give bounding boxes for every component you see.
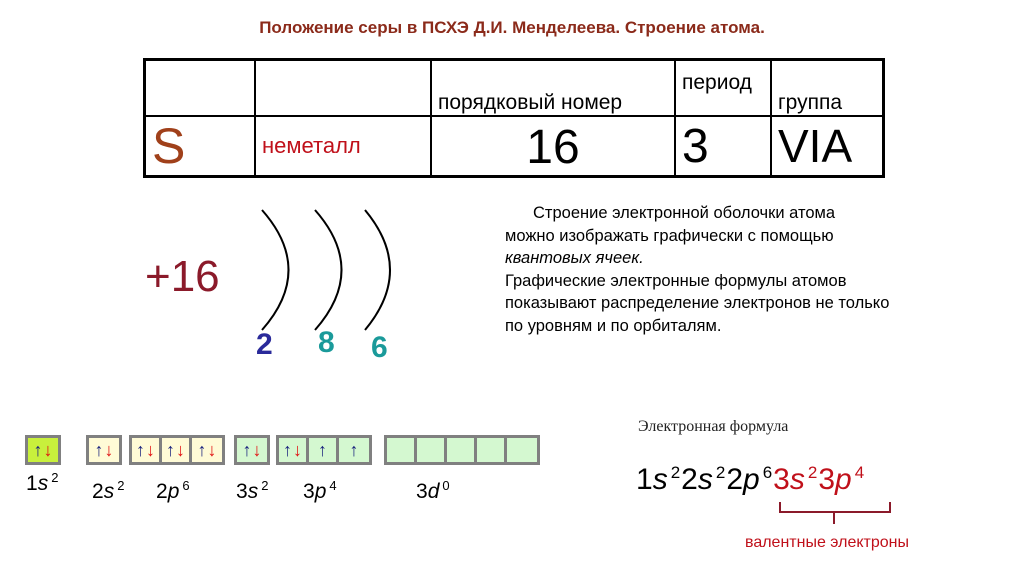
quantum-cell (417, 438, 447, 462)
spin-down-arrow-icon: ↓ (207, 440, 217, 460)
shell-arc-1 (261, 209, 290, 331)
element-info-table: порядковый номер период группа S неметал… (143, 58, 885, 178)
spin-down-arrow-icon: ↓ (146, 440, 155, 460)
atomic-number: 16 (430, 115, 676, 178)
element-symbol: S (143, 115, 256, 178)
quantum-cell: ↑ ↓ (162, 438, 192, 462)
header-cell (143, 58, 256, 117)
valence-bracket (779, 502, 891, 524)
quantum-cell: ↑ (309, 438, 339, 462)
quantum-cell: ↑ ↓ (237, 438, 267, 462)
spin-up-arrow-icon: ↑ (136, 440, 145, 460)
spin-up-arrow-icon: ↑ (283, 440, 292, 460)
orbital-group-2s: ↑ ↓ (86, 435, 122, 465)
header-atomic-number: порядковый номер (430, 58, 676, 117)
spin-up-arrow-icon: ↑ (318, 440, 327, 460)
quantum-cell: ↑ ↓ (89, 438, 119, 462)
quantum-cell (507, 438, 537, 462)
spin-up-arrow-icon: ↑ (33, 440, 43, 460)
spin-down-arrow-icon: ↓ (293, 440, 302, 460)
spin-down-arrow-icon: ↓ (104, 440, 114, 460)
orbital-group-2p: ↑ ↓ ↑ ↓ ↑ ↓ (129, 435, 225, 465)
quantum-cell: ↑ ↓ (279, 438, 309, 462)
spin-up-arrow-icon: ↑ (197, 440, 207, 460)
description-text: Строение электронной оболочки атома можн… (505, 202, 905, 337)
orbital-group-3d (384, 435, 540, 465)
description-part-1: Строение электронной оболочки атома можн… (505, 204, 836, 245)
shell-arc-2 (314, 209, 343, 331)
spin-up-arrow-icon: ↑ (242, 440, 252, 460)
period-value: 3 (674, 115, 772, 178)
quantum-cell: ↑ ↓ (132, 438, 162, 462)
shell-count-2: 8 (318, 326, 335, 359)
shell-count-3: 6 (371, 331, 388, 364)
electron-formula: 1s 22s 22p 63s 23p 4 (636, 463, 865, 496)
nucleus-charge: +16 (145, 252, 220, 301)
spin-up-arrow-icon: ↑ (166, 440, 175, 460)
page-title: Положение серы в ПСХЭ Д.И. Менделеева. С… (259, 18, 765, 37)
quantum-cell (477, 438, 507, 462)
orbital-label: 2p 6 (156, 478, 190, 503)
spin-down-arrow-icon: ↓ (43, 440, 53, 460)
valence-electrons-label: валентные электроны (745, 534, 909, 551)
orbital-group-1s: ↑ ↓ (25, 435, 61, 465)
shell-arc-3 (364, 209, 391, 331)
description-italic: квантовых ячеек. (505, 249, 644, 267)
orbital-group-3p: ↑ ↓ ↑ ↑ (276, 435, 372, 465)
orbital-label: 3d 0 (416, 478, 450, 503)
electron-shell-arcs (261, 209, 391, 331)
quantum-cell: ↑ ↓ (28, 438, 58, 462)
orbital-label: 1s 2 (26, 470, 59, 495)
formula-label: Электронная формула (638, 418, 789, 435)
header-period: период (674, 58, 772, 117)
quantum-cell: ↑ (339, 438, 369, 462)
header-group: группа (770, 58, 885, 117)
quantum-cell: ↑ ↓ (192, 438, 222, 462)
orbital-label: 3p 4 (303, 478, 337, 503)
quantum-cell (447, 438, 477, 462)
spin-up-arrow-icon: ↑ (94, 440, 104, 460)
orbital-label: 3s 2 (236, 478, 269, 503)
spin-up-arrow-icon: ↑ (349, 440, 359, 460)
orbital-group-3s: ↑ ↓ (234, 435, 270, 465)
header-cell (254, 58, 432, 117)
group-value: VIA (770, 115, 885, 178)
orbital-label: 2s 2 (92, 478, 125, 503)
spin-down-arrow-icon: ↓ (252, 440, 262, 460)
element-type: неметалл (254, 115, 432, 178)
shell-count-1: 2 (256, 328, 273, 361)
description-part-2: Графические электронные формулы атомов п… (505, 271, 890, 335)
spin-down-arrow-icon: ↓ (176, 440, 185, 460)
quantum-cell (387, 438, 417, 462)
